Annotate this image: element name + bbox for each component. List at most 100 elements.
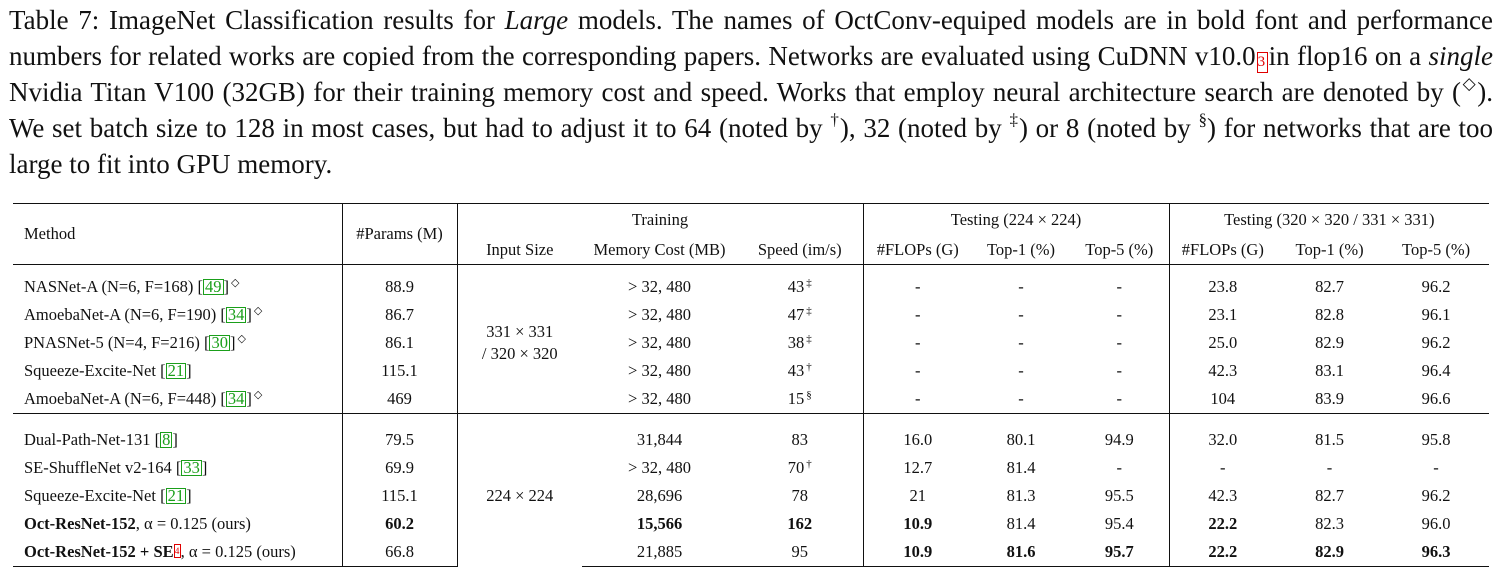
speed-value: 78 — [791, 486, 809, 505]
method-cell: Squeeze-Excite-Net [21] — [24, 486, 192, 505]
top5-320-cell: 96.4 — [1421, 361, 1451, 380]
top1-320-cell: 83.1 — [1315, 361, 1344, 380]
method-cell: Oct-ResNet-152, α = 0.125 (ours) — [13, 510, 342, 538]
flops-224-cell: - — [862, 273, 973, 301]
top1-224-cell: - — [1018, 277, 1024, 296]
batch-marker: ‡ — [806, 333, 812, 345]
table-row: Squeeze-Excite-Net [21] 115.1 > 32, 480 43 †… — [13, 357, 1489, 385]
flops-224-cell: - — [862, 385, 973, 414]
method-name-bold: Oct-ResNet-152 — [24, 514, 136, 533]
footnote-link-4[interactable]: 4 — [173, 544, 181, 558]
flops-224-cell: 16.0 — [862, 426, 973, 454]
nas-marker: ◇ — [253, 305, 263, 317]
flops-224-cell: 21 — [862, 482, 973, 510]
memory-cell: > 32, 480 — [628, 277, 691, 296]
table-row-ours: Oct-ResNet-152 + SE4, α = 0.125 (ours) 66… — [13, 538, 1490, 567]
citation-link[interactable]: 21 — [165, 361, 187, 380]
caption-text-8: ) for networks that are too large to fit… — [9, 113, 1494, 179]
speed-cell: 15 § — [737, 385, 863, 414]
top5-320-cell: 96.0 — [1421, 514, 1451, 533]
params-cell: 79.5 — [341, 426, 457, 454]
method-suffix: , α = 0.125 (ours) — [135, 514, 251, 533]
top1-224-cell: - — [1018, 305, 1024, 324]
caption-label: Table 7: — [9, 5, 100, 35]
method-cell: Oct-ResNet-152 + SE4, α = 0.125 (ours) — [13, 538, 342, 567]
top5-224-cell: - — [1116, 277, 1123, 296]
top5-224-cell: - — [1116, 333, 1123, 352]
memory-cell: 31,844 — [636, 430, 683, 449]
method-name: Squeeze-Excite-Net — [24, 361, 156, 380]
top5-320-cell: 96.2 — [1421, 277, 1451, 296]
method-cell: SE-ShuffleNet v2-164 [33] — [24, 458, 208, 477]
flops-320-cell: 23.8 — [1168, 273, 1277, 301]
params-cell: 86.7 — [341, 301, 457, 329]
flops-224-cell: - — [862, 301, 973, 329]
top5-224-cell: - — [1116, 458, 1123, 477]
top1-320-cell: 83.9 — [1315, 389, 1344, 408]
citation-link[interactable]: 49 — [203, 277, 224, 296]
method-cell: AmoebaNet-A (N=6, F=448) [34] ◇ — [24, 389, 263, 408]
results-table-container: Method #Params (M) Training Testing (224… — [13, 203, 1490, 567]
flops-320-cell: 25.0 — [1168, 329, 1277, 357]
top1-224-cell: - — [1018, 361, 1024, 380]
citation-link[interactable]: 33 — [181, 458, 202, 477]
speed-cell: 70 † — [737, 454, 863, 482]
flops-320-cell: - — [1168, 454, 1277, 482]
table-row: AmoebaNet-A (N=6, F=190) [34] ◇ 86.7 > 32, … — [13, 301, 1489, 329]
citation-link[interactable]: 8 — [160, 430, 173, 449]
top1-224-cell: - — [1018, 389, 1024, 408]
top1-224-cell: 80.1 — [1006, 430, 1036, 449]
header-testing-320: Testing (320 × 320 / 331 × 331) — [1168, 203, 1490, 235]
footnote-link-3[interactable]: 3 — [1256, 52, 1268, 73]
speed-cell: 43 ‡ — [737, 273, 863, 301]
speed-value: 15 — [787, 389, 805, 408]
method-name-bold: Oct-ResNet-152 + SE — [24, 542, 174, 561]
header-method: Method — [13, 203, 342, 265]
header-top1-224: Top-1 (%) — [987, 239, 1056, 259]
caption-text-5: ). We set batch size to 128 in most case… — [9, 77, 1493, 143]
memory-cell: 21,885 — [582, 538, 737, 567]
method-name: Squeeze-Excite-Net — [24, 486, 156, 505]
batch-marker: § — [806, 389, 812, 401]
table-row: NASNet-A (N=6, F=168) [49] ◇ 88.9 331 × 331… — [13, 273, 1489, 414]
caption-text-7: ) or 8 (noted by — [1018, 113, 1199, 143]
citation-link[interactable]: 34 — [225, 389, 247, 408]
speed-cell: 95 — [737, 538, 864, 567]
method-suffix: , α = 0.125 (ours) — [180, 542, 296, 561]
top5-224-cell: 94.9 — [1104, 430, 1134, 449]
flops-320-cell: 42.3 — [1168, 482, 1277, 510]
input-size-line-1: 224 × 224 — [486, 486, 554, 506]
results-table: Method #Params (M) Training Testing (224… — [13, 203, 1490, 567]
top1-224-cell: 81.4 — [1006, 514, 1036, 533]
flops-224-cell: - — [862, 357, 973, 385]
flops-224-cell: - — [862, 329, 973, 357]
table-row: SE-ShuffleNet v2-164 [33] 69.9 > 32, 480 70… — [13, 454, 1489, 482]
speed-value: 47 — [787, 305, 805, 324]
input-size-line-2: / 320 × 320 — [481, 344, 558, 363]
memory-cell: > 32, 480 — [628, 305, 691, 324]
speed-value: 83 — [791, 430, 809, 449]
method-name: AmoebaNet-A (N=6, F=190) — [24, 305, 217, 324]
dagger-symbol: † — [830, 110, 840, 129]
header-top1-320: Top-1 (%) — [1295, 239, 1364, 259]
citation-link[interactable]: 30 — [209, 333, 230, 352]
top1-320-cell: 82.7 — [1315, 277, 1344, 296]
citation-link[interactable]: 21 — [165, 486, 187, 505]
caption-text-6: ), 32 (noted by — [839, 113, 1010, 143]
citation-link[interactable]: 34 — [225, 305, 247, 324]
header-flops-320: #FLOPs (G) — [1168, 235, 1277, 265]
method-cell: PNASNet-5 (N=4, F=216) [30] ◇ — [24, 333, 246, 352]
top5-224-cell: - — [1116, 305, 1123, 324]
flops-320-cell: 22.2 — [1168, 538, 1277, 567]
top1-320-cell: 82.3 — [1315, 514, 1344, 533]
table-caption: Table 7: ImageNet Classification results… — [9, 2, 1493, 182]
top1-224-cell: - — [1018, 333, 1024, 352]
speed-cell: 83 — [737, 426, 863, 454]
flops-320-cell: 22.2 — [1168, 510, 1277, 538]
caption-text-2: models. The names of OctConv-equiped mod… — [9, 5, 1494, 71]
header-top5-224: Top-5 (%) — [1085, 239, 1154, 259]
memory-cell: > 32, 480 — [628, 389, 691, 408]
top1-320-cell: - — [1326, 458, 1333, 477]
speed-value: 38 — [787, 333, 805, 352]
header-memory-cost: Memory Cost (MB) — [593, 239, 726, 259]
